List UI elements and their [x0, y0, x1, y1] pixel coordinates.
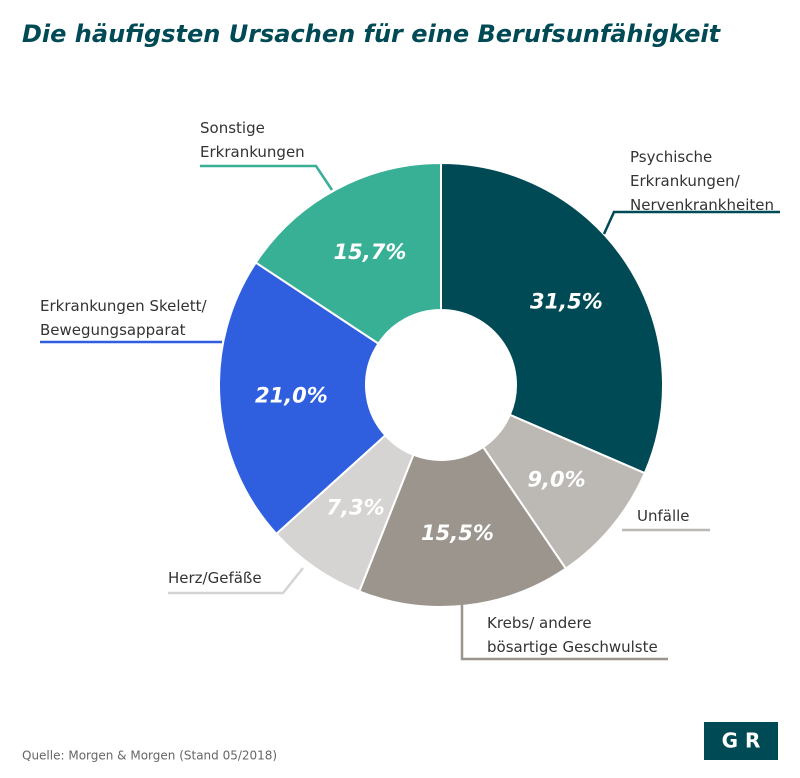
value-label: 7,3% [326, 495, 384, 519]
slice [440, 161, 664, 475]
category-label: Unfälle [637, 507, 690, 525]
category-label: Psychische Erkrankungen/Nervenkrankheiten [630, 148, 774, 214]
slice [254, 161, 442, 346]
category-label: Krebs/ andere bösartige Geschwulste [487, 614, 658, 656]
logo: G R [722, 729, 761, 753]
logo-box [704, 722, 778, 760]
category-label: Erkrankungen Skelett/Bewegungsapparat [40, 297, 208, 339]
slice [357, 445, 568, 608]
category-label: Herz/Gefäße [168, 569, 262, 587]
value-label: 15,5% [421, 521, 494, 545]
value-label: 31,5% [530, 290, 603, 314]
slice [218, 261, 387, 536]
slice [481, 413, 647, 571]
chart-title: Die häufigsten Ursachen für eine Berufsu… [22, 20, 722, 48]
value-label: 21,0% [255, 383, 328, 407]
source: Quelle: Morgen & Morgen (Stand 05/2018) [22, 749, 277, 763]
leader-line [200, 164, 334, 191]
leader-line [602, 210, 780, 235]
leader-line [168, 567, 304, 595]
value-label: 9,0% [527, 468, 585, 492]
value-label: 15,7% [334, 240, 407, 264]
leader-line [460, 600, 668, 661]
category-label: Sonstige Erkrankungen [200, 119, 305, 161]
